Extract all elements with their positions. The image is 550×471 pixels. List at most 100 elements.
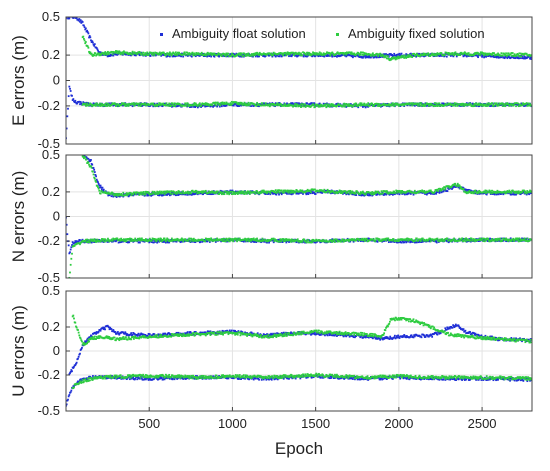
data-point — [394, 58, 397, 61]
data-point — [194, 191, 197, 194]
data-point — [214, 241, 217, 243]
data-point — [348, 103, 350, 106]
data-point — [232, 52, 234, 55]
data-point — [203, 103, 206, 106]
data-point — [459, 104, 462, 107]
data-point — [409, 103, 412, 106]
data-point — [368, 56, 371, 59]
data-point — [398, 193, 401, 196]
data-point — [164, 193, 167, 196]
data-point — [453, 54, 456, 56]
data-point — [93, 177, 96, 180]
data-point — [150, 194, 153, 197]
data-point — [442, 188, 445, 191]
data-point — [409, 54, 412, 56]
data-point — [110, 192, 113, 195]
data-point — [393, 193, 396, 196]
data-point — [193, 52, 196, 55]
data-point — [465, 55, 468, 58]
data-point — [71, 99, 74, 101]
data-point — [398, 52, 401, 55]
data-point — [97, 182, 100, 185]
data-point — [486, 102, 489, 105]
data-point — [318, 52, 320, 55]
data-point — [427, 53, 430, 55]
data-point — [322, 105, 325, 107]
data-point — [102, 52, 105, 55]
data-point — [427, 105, 430, 107]
data-point — [329, 190, 332, 193]
data-point — [497, 52, 499, 55]
data-point — [465, 192, 468, 195]
data-point — [171, 102, 174, 105]
data-point — [183, 51, 186, 54]
data-point — [504, 54, 507, 56]
data-point — [86, 102, 89, 105]
data-point — [258, 51, 261, 54]
data-point — [212, 105, 215, 108]
data-point — [256, 101, 258, 104]
y-tick-label: 0.5 — [42, 9, 60, 24]
data-point — [129, 192, 132, 194]
data-point — [146, 193, 149, 196]
data-point — [385, 54, 387, 57]
data-point — [103, 191, 106, 194]
data-point — [117, 103, 120, 106]
data-point — [276, 189, 279, 192]
data-point — [264, 102, 267, 105]
data-point — [153, 237, 156, 240]
data-point — [200, 103, 203, 106]
data-point — [377, 190, 380, 193]
data-point — [192, 105, 195, 108]
data-point — [423, 189, 426, 192]
data-point — [73, 244, 76, 247]
data-point — [471, 191, 474, 194]
data-point — [111, 192, 114, 194]
data-point — [75, 241, 77, 244]
data-point — [274, 55, 277, 58]
data-point — [276, 191, 278, 193]
data-point — [168, 51, 171, 54]
data-point — [344, 105, 346, 108]
data-point — [415, 53, 418, 56]
data-point — [322, 53, 324, 56]
data-point — [131, 238, 133, 241]
data-point — [81, 103, 84, 106]
data-point — [258, 192, 260, 195]
data-point — [415, 102, 418, 105]
data-point — [494, 105, 497, 107]
data-point — [204, 105, 207, 108]
data-point — [138, 194, 141, 196]
data-point — [109, 51, 112, 54]
data-point — [107, 194, 110, 197]
data-point — [425, 103, 428, 106]
data-point — [379, 56, 382, 59]
data-point — [299, 189, 302, 192]
data-point — [356, 190, 358, 193]
data-point — [434, 105, 437, 107]
data-point — [513, 193, 516, 196]
data-point — [370, 193, 373, 196]
data-point — [101, 190, 103, 193]
data-point — [200, 105, 203, 107]
data-point — [239, 101, 242, 104]
data-point — [275, 193, 278, 196]
data-point — [389, 103, 392, 106]
data-point — [159, 191, 162, 194]
data-point — [71, 244, 73, 246]
data-point — [196, 190, 199, 193]
data-point — [208, 53, 211, 56]
data-point — [95, 104, 97, 107]
data-point — [299, 103, 302, 106]
data-point — [117, 194, 120, 196]
data-point — [260, 238, 263, 241]
data-point — [463, 188, 466, 191]
data-point — [314, 188, 316, 191]
data-point — [145, 52, 148, 55]
data-point — [301, 54, 304, 57]
data-point — [462, 237, 465, 240]
data-point — [294, 103, 297, 105]
data-point — [126, 51, 129, 54]
data-point — [314, 53, 317, 56]
y-tick-label: 0.2 — [42, 47, 60, 62]
